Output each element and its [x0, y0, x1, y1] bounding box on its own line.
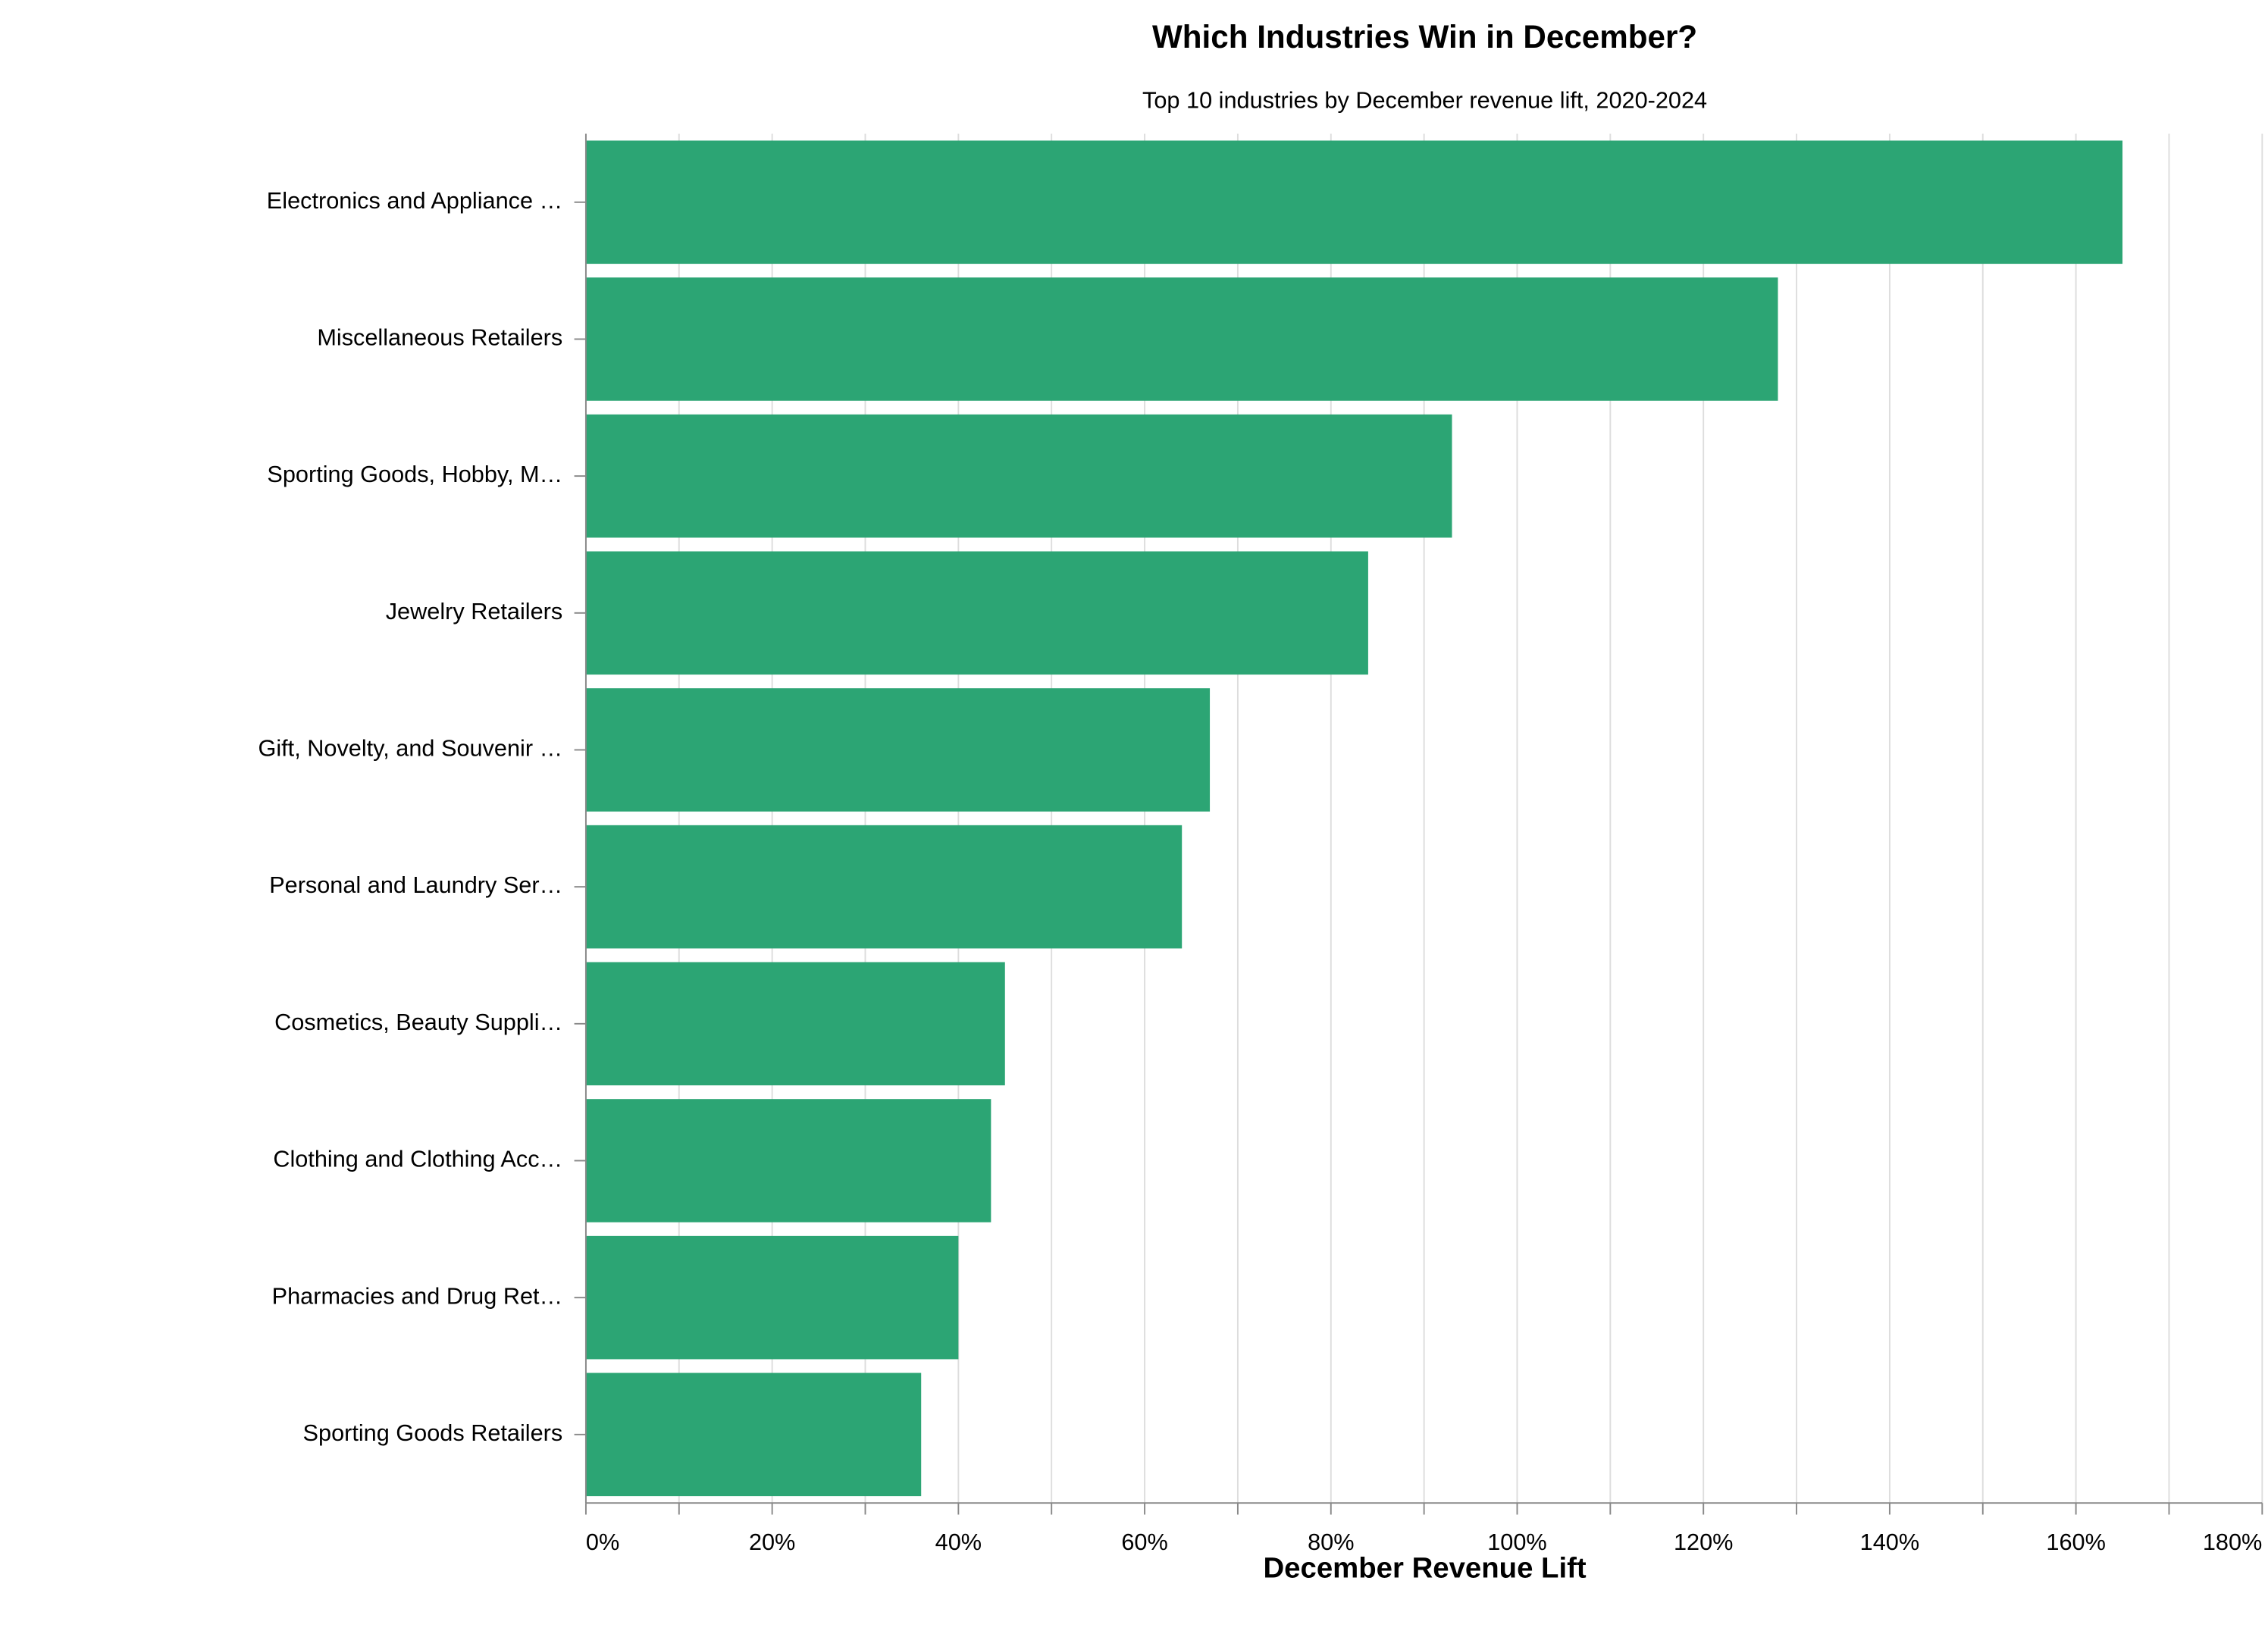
y-tick-label: Sporting Goods, Hobby, M…	[267, 461, 562, 487]
x-tick-label: 40%	[935, 1529, 982, 1555]
y-tick-label: Clothing and Clothing Acc…	[273, 1146, 562, 1172]
x-tick-label: 20%	[749, 1529, 795, 1555]
y-tick-label: Gift, Novelty, and Souvenir …	[258, 735, 562, 762]
bar	[585, 1235, 959, 1360]
x-tick-label: 160%	[2046, 1529, 2105, 1555]
bar	[585, 962, 1005, 1086]
y-tick-label: Miscellaneous Retailers	[317, 324, 562, 351]
y-tick-label: Cosmetics, Beauty Suppli…	[274, 1009, 562, 1035]
x-tick-label: 140%	[1860, 1529, 1919, 1555]
x-tick-label: 0%	[586, 1529, 619, 1555]
bar	[585, 825, 1183, 949]
bar	[585, 1099, 991, 1222]
y-tick-label: Jewelry Retailers	[386, 598, 563, 624]
chart-title: Which Industries Win in December?	[1152, 19, 1697, 55]
y-tick-label: Pharmacies and Drug Ret…	[272, 1282, 563, 1309]
bar	[585, 277, 1778, 401]
bar	[585, 140, 2123, 264]
bar	[585, 414, 1452, 538]
x-tick-label: 80%	[1308, 1529, 1354, 1555]
bar	[585, 688, 1211, 812]
x-tick-label: 100%	[1487, 1529, 1546, 1555]
y-tick-label: Sporting Goods Retailers	[303, 1419, 563, 1446]
chart-subtitle: Top 10 industries by December revenue li…	[1142, 86, 1707, 113]
x-axis-title: December Revenue Lift	[1263, 1552, 1586, 1585]
x-tick-label: 120%	[1674, 1529, 1733, 1555]
x-tick-label: 60%	[1121, 1529, 1167, 1555]
y-tick-label: Electronics and Appliance …	[267, 187, 562, 214]
x-tick-label: 180%	[2203, 1529, 2262, 1555]
bar	[585, 1373, 922, 1497]
bar	[585, 551, 1368, 675]
y-tick-label: Personal and Laundry Ser…	[269, 872, 562, 898]
